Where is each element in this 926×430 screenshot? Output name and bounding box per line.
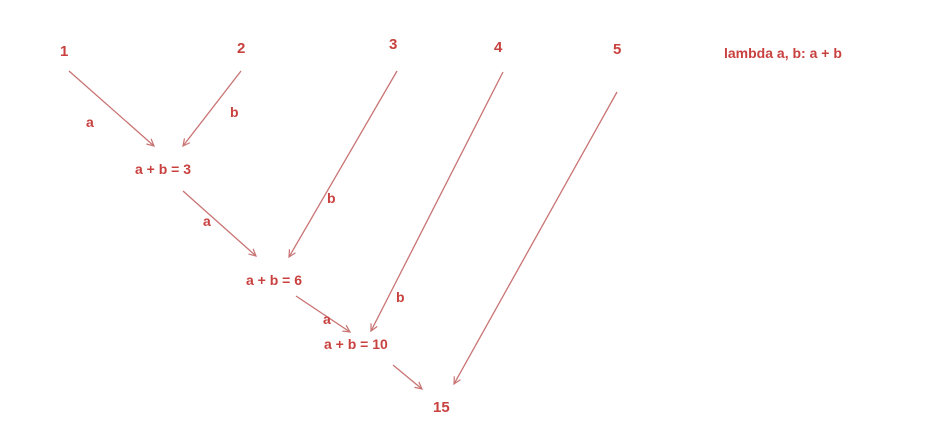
edge-3-to-step2 xyxy=(289,70,398,257)
lambda-label: lambda a, b: a + b xyxy=(724,45,842,61)
input-4: 4 xyxy=(494,39,503,56)
edge-label-a-step2: a xyxy=(323,311,331,327)
step-2-result: a + b = 6 xyxy=(246,272,302,288)
edge-2-to-step1 xyxy=(183,70,242,146)
input-2: 2 xyxy=(237,40,245,57)
input-5: 5 xyxy=(613,41,621,58)
edge-step3-to-final xyxy=(392,364,422,389)
final-result: 15 xyxy=(433,399,450,416)
step-3-result: a + b = 10 xyxy=(324,336,388,352)
edge-label-a-1: a xyxy=(86,114,94,130)
edge-label-a-step1: a xyxy=(203,213,211,229)
edge-5-to-final xyxy=(454,91,618,384)
edge-label-b-2: b xyxy=(230,104,239,120)
edge-4-to-step3 xyxy=(371,71,504,331)
edge-step1-to-step2 xyxy=(182,190,256,256)
input-3: 3 xyxy=(389,36,397,53)
step-1-result: a + b = 3 xyxy=(135,161,191,177)
edge-label-b-4: b xyxy=(396,289,405,305)
edge-step2-to-step3 xyxy=(295,295,350,332)
edge-label-b-3: b xyxy=(327,190,336,206)
input-1: 1 xyxy=(60,43,68,60)
edge-1-to-step1 xyxy=(68,70,154,146)
